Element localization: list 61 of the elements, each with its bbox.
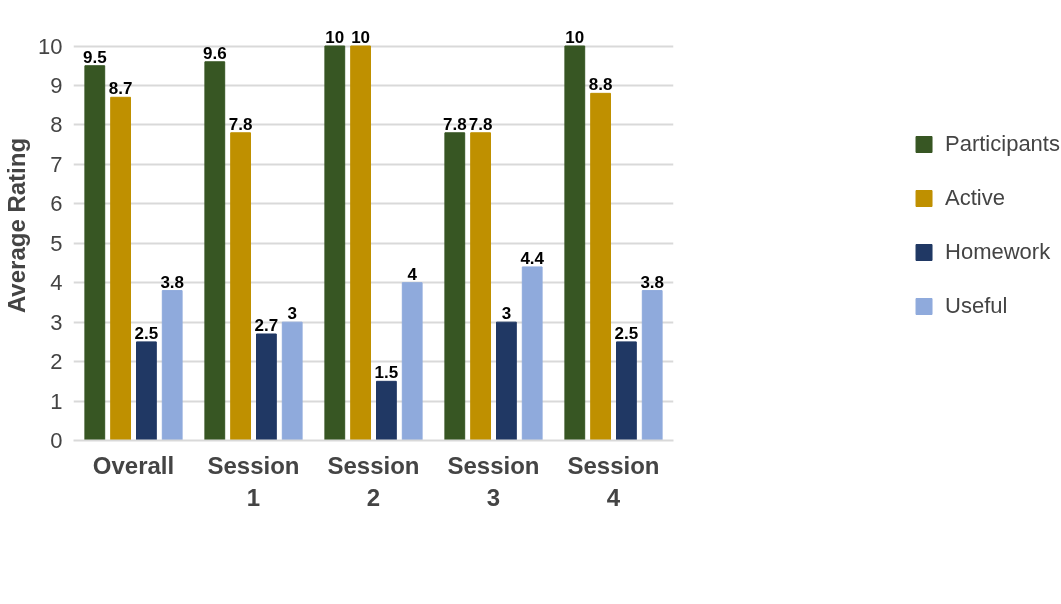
bar [641,290,663,441]
bar [204,61,226,441]
y-tick-label: 3 [50,309,63,335]
bar [496,321,517,441]
data-label: 2.5 [614,323,639,343]
data-label: 7.8 [442,114,467,134]
x-tick-label: Session 2 [327,451,420,511]
bar [281,321,303,441]
data-label: 8.7 [108,79,133,99]
legend-label: Homework [945,239,1051,265]
bar [590,92,611,441]
bar [84,65,106,441]
y-tick-label: 0 [50,428,63,453]
y-tick-label: 9 [50,72,63,98]
data-label: 4 [407,264,418,284]
bar [256,333,277,441]
bar [110,96,131,441]
bar [470,132,491,441]
data-label: 7.8 [468,114,493,134]
data-label: 2.5 [134,323,159,343]
y-tick-label: 4 [50,270,63,296]
y-axis-title: Average Rating [3,137,31,314]
bar [376,380,397,441]
bar [401,282,423,441]
y-tick-label: 10 [38,33,63,59]
data-label: 10 [565,28,585,47]
data-label: 9.5 [82,47,107,67]
y-tick-label: 6 [50,191,63,217]
bar [350,45,371,441]
data-label: 8.8 [588,75,613,95]
x-tick-label: Overall [92,451,175,479]
data-label: 1.5 [374,363,399,383]
data-label: 3 [501,304,512,324]
legend-label: Active [945,185,1005,211]
data-label: 3 [287,304,297,324]
y-tick-label: 1 [50,388,63,414]
data-label: 10 [351,28,371,47]
data-label: 7.8 [228,114,253,134]
bar [521,266,543,441]
bar [324,45,346,441]
bar [616,341,637,441]
data-label: 9.6 [202,43,227,63]
y-tick-label: 5 [50,230,63,256]
data-label: 3.8 [640,272,665,292]
bar [161,290,183,441]
data-label: 4.4 [520,248,545,268]
y-tick-label: 7 [50,151,63,177]
data-label: 3.8 [160,272,185,292]
data-label: 10 [325,28,345,47]
bar [444,132,466,441]
data-label: 2.7 [254,315,279,335]
legend-label: Useful [945,293,1008,319]
x-tick-label: Session 3 [447,451,540,511]
bar [564,45,586,441]
bar [136,341,157,441]
x-tick-label: Session 4 [567,451,660,511]
x-tick-label: Session 1 [207,451,300,511]
y-tick-label: 8 [50,112,63,138]
y-tick-label: 2 [50,349,63,375]
legend-label: Participants [945,131,1060,157]
bar [230,132,251,441]
